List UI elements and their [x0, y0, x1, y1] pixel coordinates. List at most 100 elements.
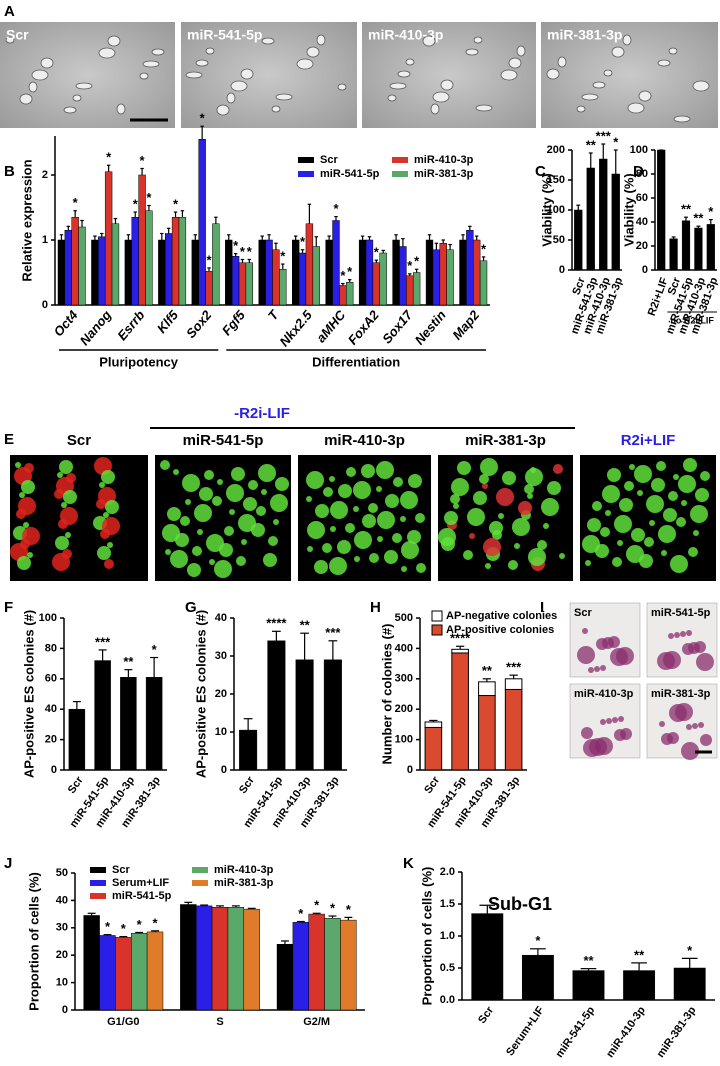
y-tick-label: 0	[62, 1004, 68, 1016]
colony-dot	[530, 467, 536, 473]
significance: *	[140, 153, 146, 168]
stain-blob	[680, 631, 686, 637]
colony-dot	[376, 486, 382, 492]
colony-dot	[275, 477, 289, 491]
cell-blob	[546, 68, 560, 80]
bar	[68, 708, 86, 771]
stain-blob	[696, 653, 714, 671]
cell-blob	[316, 34, 326, 46]
colony-dot	[173, 469, 179, 475]
image-label: miR-381-3p	[547, 27, 622, 43]
stain-blob	[577, 646, 595, 664]
y-axis-label: Number of colonies (#)	[379, 624, 394, 765]
colony-dot	[97, 546, 111, 560]
colony-dot	[65, 532, 71, 538]
bar	[298, 252, 307, 306]
colony-dot	[514, 543, 520, 549]
stain-blob	[694, 641, 706, 653]
bar	[279, 269, 287, 306]
colony-dot	[651, 478, 665, 492]
cell-blob	[622, 34, 632, 46]
colony-dot	[270, 494, 288, 512]
image-label: Scr	[574, 607, 592, 619]
bar	[146, 931, 164, 1011]
y-tick-label: 10	[215, 726, 227, 738]
colony-dot	[693, 530, 699, 536]
cell-blob	[98, 47, 116, 59]
x-tick-label: Scr	[666, 275, 684, 296]
y-tick-label: 0	[559, 264, 565, 276]
cell-blob	[576, 105, 586, 113]
cell-blob	[422, 35, 436, 47]
significance: *	[152, 642, 158, 657]
colony-dot	[337, 540, 351, 554]
colony-dot	[415, 513, 425, 523]
panel-letter: H	[370, 599, 381, 616]
x-tick-label: Scr	[66, 774, 86, 796]
cell-blob	[603, 69, 613, 77]
x-tick-label: G1/G0	[107, 1016, 139, 1028]
bar	[681, 220, 691, 271]
colony-dot	[55, 536, 69, 550]
legend-label: Scr	[320, 154, 338, 166]
cell-blob	[638, 90, 652, 102]
colony-dot	[607, 468, 621, 482]
colony-dot	[681, 500, 687, 506]
colony-dot	[199, 487, 213, 501]
significance: *	[687, 943, 693, 958]
bar	[145, 677, 163, 771]
legend-label: miR-410-3p	[214, 864, 274, 876]
colony-dot	[473, 491, 487, 505]
panel-letter: I	[540, 599, 544, 616]
y-tick-label: 500	[395, 612, 413, 624]
cell-blob	[516, 45, 526, 57]
bar	[98, 236, 106, 306]
cell-blob	[116, 103, 126, 115]
bar	[195, 905, 213, 1011]
colony-dot	[559, 553, 565, 559]
legend-swatch	[90, 880, 106, 886]
colony-dot	[467, 508, 485, 526]
colony-dot	[524, 484, 534, 494]
significance: *	[240, 244, 246, 259]
colony-dot	[217, 479, 223, 485]
bar	[406, 275, 414, 306]
bar	[339, 285, 347, 306]
colony-dot	[553, 464, 563, 474]
bar	[78, 226, 86, 306]
colony-dot	[59, 460, 73, 474]
colony-dot	[353, 506, 359, 512]
significance: **	[693, 211, 704, 226]
bar	[324, 917, 341, 1011]
legend-swatch	[392, 157, 408, 163]
colony-dot	[306, 496, 312, 502]
stain-blob	[612, 717, 618, 723]
colony-dot	[330, 526, 336, 532]
bar	[83, 915, 100, 1011]
colony-dot	[646, 495, 664, 513]
bar	[158, 239, 166, 306]
significance: *	[346, 902, 352, 917]
bar	[258, 239, 266, 306]
significance: *	[613, 134, 619, 149]
colony-dot	[346, 467, 356, 477]
significance: *	[414, 254, 420, 269]
significance: **	[482, 663, 493, 678]
colony-dot	[688, 547, 698, 557]
colony-dot	[543, 523, 549, 529]
x-tick-label: Scr	[237, 774, 257, 796]
y-tick-label: 40	[56, 894, 68, 906]
y-tick-label: 50	[56, 867, 68, 879]
y-tick-label: 60	[45, 673, 57, 685]
note: no R2i/LIF	[670, 315, 714, 325]
cell-blob	[627, 102, 645, 114]
colony-dot	[323, 487, 333, 497]
cell-blob	[226, 92, 236, 104]
y-tick-label: 150	[547, 174, 565, 186]
colony-dot	[661, 550, 667, 556]
bar	[131, 933, 148, 1011]
group-label: Pluripotency	[99, 354, 179, 369]
cell-blob	[230, 80, 248, 92]
significance: *	[347, 264, 353, 279]
colony-dot	[463, 550, 473, 560]
